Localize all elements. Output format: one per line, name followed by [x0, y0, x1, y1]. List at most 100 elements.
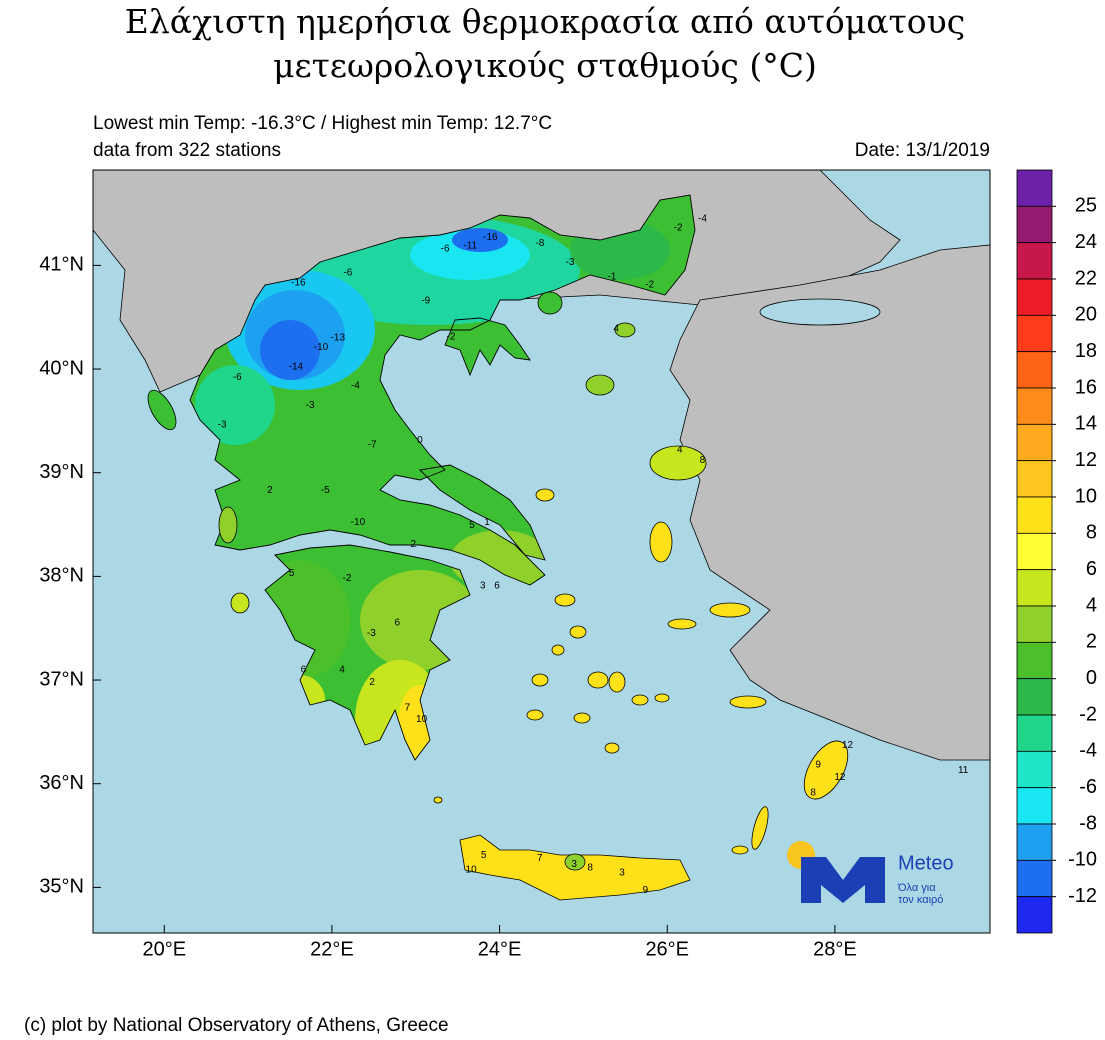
x-tick-label: 22°E — [310, 938, 354, 960]
station-value: 5 — [469, 520, 475, 531]
station-value: 8 — [700, 455, 706, 466]
station-value: 10 — [466, 864, 478, 875]
colorbar-tick-label: 12 — [1075, 449, 1097, 471]
colorbar-box — [1016, 714, 1053, 752]
colorbar-box — [1016, 387, 1053, 425]
logo-mark — [801, 857, 885, 903]
coastlines — [189, 194, 696, 761]
station-value: 8 — [587, 862, 593, 873]
station-value: 6 — [301, 664, 307, 675]
colorbar-box — [1016, 823, 1053, 861]
x-tick-label: 28°E — [813, 938, 857, 960]
colorbar-box — [1016, 205, 1053, 244]
marmara — [759, 298, 881, 326]
station-value: -4 — [351, 380, 360, 391]
y-tick-label: 40°N — [39, 357, 84, 379]
station-value: -16 — [291, 278, 306, 289]
colorbar-box — [1016, 169, 1053, 207]
colorbar-box — [1016, 859, 1053, 898]
colorbar-box — [1016, 351, 1053, 389]
station-value: 4 — [677, 445, 683, 456]
colorbar-tick-label: 22 — [1075, 267, 1097, 289]
colorbar-box — [1016, 787, 1053, 825]
x-tick-label: 24°E — [478, 938, 522, 960]
colorbar-box — [1016, 314, 1053, 353]
station-value: 4 — [613, 323, 619, 334]
colorbar-box — [1016, 569, 1053, 607]
station-value: 6 — [395, 618, 401, 629]
station-value: -5 — [321, 485, 330, 496]
title-line: Ελάχιστη ημερήσια θερμοκρασία από αυτόμα… — [125, 2, 965, 41]
station-value: 2 — [410, 539, 416, 550]
logo-name: Meteo — [898, 852, 954, 874]
station-value: -2 — [674, 223, 683, 234]
colorbar-tick-label: 8 — [1086, 522, 1097, 544]
station-value: -10 — [351, 517, 366, 528]
colorbar-box — [1016, 423, 1053, 462]
colorbar-box — [1016, 496, 1053, 534]
colorbar-box — [1016, 242, 1053, 280]
colorbar-tick-label: -4 — [1079, 740, 1097, 762]
station-value: 9 — [815, 760, 821, 771]
station-value: 7 — [405, 703, 411, 714]
y-tick-label: 39°N — [39, 461, 84, 483]
colorbar-box — [1016, 532, 1053, 571]
station-value: 9 — [643, 885, 649, 896]
date: Date: 13/1/2019 — [855, 140, 990, 161]
station-value: 7 — [537, 853, 543, 864]
map: -16-16-11-14-13-10-9-8-6-6-3-1-2-4-24-2-… — [92, 169, 991, 934]
logo-tagline: τον καιρό — [898, 894, 943, 906]
colorbar-tick-label: 4 — [1086, 594, 1097, 616]
colorbar-tick-label: 0 — [1086, 667, 1097, 689]
y-tick-label: 37°N — [39, 668, 84, 690]
station-value: -6 — [343, 267, 352, 278]
station-value: -4 — [698, 213, 707, 224]
station-value: 2 — [369, 677, 375, 688]
x-tick-label: 26°E — [645, 938, 689, 960]
station-value: -3 — [566, 257, 575, 268]
colorbar-tick-label: -6 — [1079, 776, 1097, 798]
logo: Meteo Όλα για τον καιρό — [787, 841, 954, 906]
colorbar-tick-label: 6 — [1086, 558, 1097, 580]
x-tick-label: 20°E — [142, 938, 186, 960]
station-value: -3 — [218, 420, 227, 431]
colorbar-tick-label: 14 — [1075, 413, 1097, 435]
station-value: -6 — [441, 243, 450, 254]
station-value: 5 — [481, 850, 487, 861]
station-value: 11 — [958, 765, 969, 776]
colorbar-box — [1016, 896, 1053, 934]
colorbar-box — [1016, 641, 1053, 680]
y-tick-label: 35°N — [39, 876, 84, 898]
station-value: 2 — [267, 485, 273, 496]
station-value: -6 — [233, 372, 242, 383]
station-value: 12 — [842, 740, 854, 751]
station-value: -9 — [421, 295, 430, 306]
stations: -16-16-11-14-13-10-9-8-6-6-3-1-2-4-24-2-… — [218, 213, 969, 896]
stations-note: data from 322 stations — [93, 140, 281, 161]
station-value: -8 — [535, 238, 544, 249]
colorbar-tick-label: -2 — [1079, 703, 1097, 725]
station-value: -2 — [343, 573, 352, 584]
colorbar-tick-label: 16 — [1075, 376, 1097, 398]
y-tick-label: 41°N — [39, 254, 84, 276]
station-value: 10 — [416, 714, 428, 725]
title-line: μετεωρολογικούς σταθμούς (°C) — [273, 46, 817, 85]
colorbar-tick-label: -10 — [1068, 849, 1097, 871]
station-value: -3 — [306, 400, 315, 411]
logo-tagline: Όλα για — [897, 882, 936, 894]
station-value: -7 — [368, 439, 377, 450]
station-value: 5 — [289, 568, 295, 579]
colorbar-tick-label: 10 — [1075, 485, 1097, 507]
colorbar-tick-label: 18 — [1075, 340, 1097, 362]
colorbar-tick-label: -12 — [1068, 885, 1097, 907]
station-value: 8 — [810, 788, 816, 799]
islands — [147, 291, 849, 901]
station-value: -10 — [314, 342, 329, 353]
colorbar-tick-label: 25 — [1075, 195, 1097, 217]
station-value: -13 — [331, 333, 346, 344]
station-value: 0 — [417, 435, 423, 446]
station-value: -2 — [447, 332, 456, 343]
frame — [92, 169, 991, 934]
